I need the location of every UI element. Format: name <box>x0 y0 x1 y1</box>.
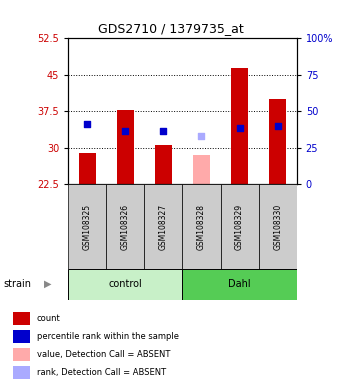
Bar <box>182 184 221 269</box>
Bar <box>193 155 210 184</box>
Bar <box>117 110 134 184</box>
Bar <box>106 184 144 269</box>
Bar <box>13 311 30 325</box>
Text: GSM108330: GSM108330 <box>273 204 282 250</box>
Bar <box>68 184 106 269</box>
Point <box>123 128 128 134</box>
Bar <box>269 99 286 184</box>
Bar <box>79 153 96 184</box>
Bar <box>13 366 30 379</box>
Text: percentile rank within the sample: percentile rank within the sample <box>37 332 179 341</box>
Text: GSM108327: GSM108327 <box>159 204 168 250</box>
Point <box>199 132 204 139</box>
Text: Dahl: Dahl <box>228 279 251 289</box>
Text: control: control <box>108 279 142 289</box>
Text: GSM108328: GSM108328 <box>197 204 206 250</box>
Bar <box>231 68 248 184</box>
Point <box>275 123 280 129</box>
Bar <box>144 184 182 269</box>
Text: GSM108325: GSM108325 <box>83 204 92 250</box>
Text: count: count <box>37 314 61 323</box>
Text: GDS2710 / 1379735_at: GDS2710 / 1379735_at <box>98 22 243 35</box>
Bar <box>13 348 30 361</box>
Bar <box>182 269 297 300</box>
Bar <box>155 146 172 184</box>
Text: ▶: ▶ <box>44 279 51 289</box>
Text: GSM108326: GSM108326 <box>121 204 130 250</box>
Text: rank, Detection Call = ABSENT: rank, Detection Call = ABSENT <box>37 368 166 377</box>
Bar <box>221 184 258 269</box>
Bar <box>68 269 182 300</box>
Text: value, Detection Call = ABSENT: value, Detection Call = ABSENT <box>37 350 170 359</box>
Text: GSM108329: GSM108329 <box>235 204 244 250</box>
Point <box>85 121 90 127</box>
Point <box>161 128 166 134</box>
Point <box>237 125 242 131</box>
Bar <box>13 330 30 343</box>
Text: strain: strain <box>3 279 31 289</box>
Bar <box>258 184 297 269</box>
